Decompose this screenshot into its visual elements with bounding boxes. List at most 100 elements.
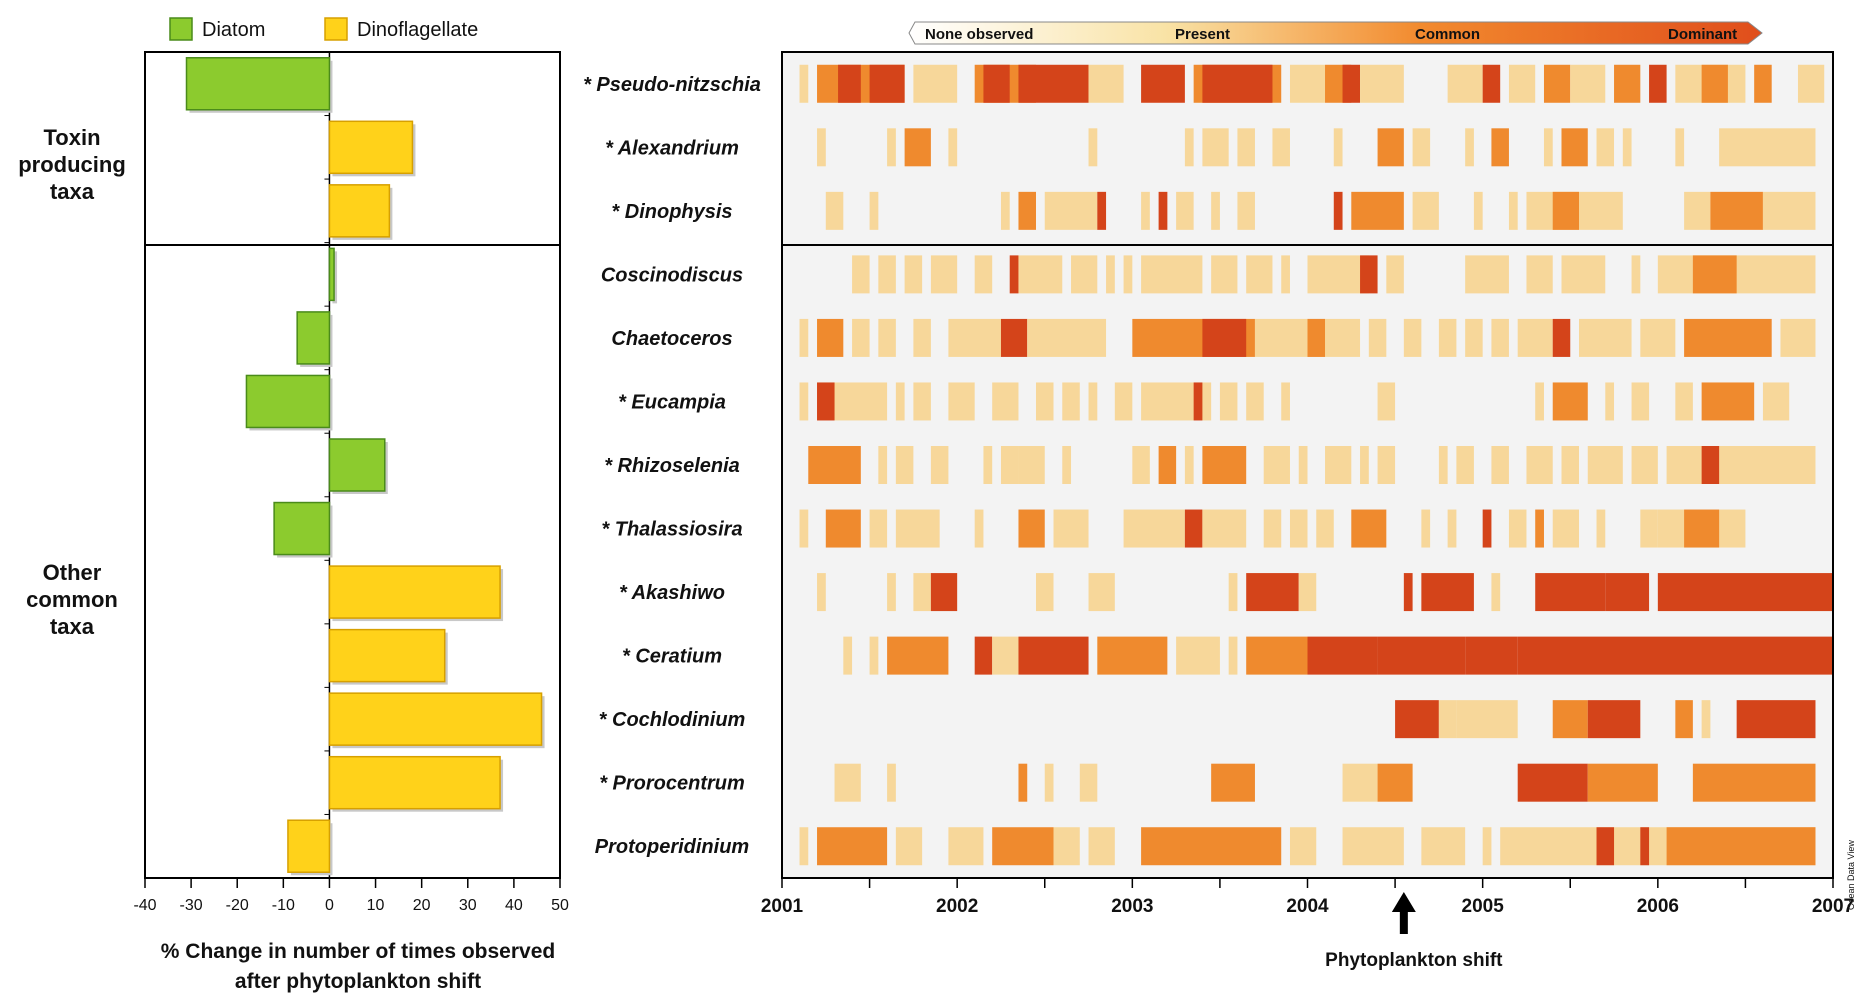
abundance-segment <box>1710 191 1763 230</box>
abundance-segment <box>834 763 861 802</box>
abundance-segment <box>1184 128 1194 167</box>
bar <box>273 501 331 556</box>
abundance-segment <box>817 827 888 866</box>
abundance-segment <box>1132 446 1150 484</box>
bar-x-tick-label: 50 <box>551 897 569 914</box>
abundance-segment <box>1088 128 1098 167</box>
abundance-segment <box>1158 446 1177 484</box>
abundance-segment <box>1263 446 1290 484</box>
bar-chart-frame <box>144 51 561 879</box>
abundance-segment <box>1351 509 1387 548</box>
heatmap-row <box>799 509 1746 548</box>
taxon-label: * Dinophysis <box>611 201 732 223</box>
abundance-segment <box>983 64 1010 103</box>
abundance-segment <box>1684 191 1711 230</box>
abundance-segment <box>1754 64 1772 103</box>
abundance-segment <box>1123 255 1133 294</box>
abundance-segment <box>1035 382 1054 421</box>
abundance-segment <box>1465 318 1483 357</box>
abundance-segment <box>1526 446 1553 484</box>
abundance-segment <box>1482 827 1492 866</box>
abundance-segment <box>1692 763 1816 802</box>
abundance-segment <box>983 446 993 484</box>
abundance-segment <box>808 446 861 484</box>
scale-label-present: Present <box>1175 26 1230 43</box>
taxon-label: Chaetoceros <box>611 328 732 350</box>
abundance-segment <box>878 318 896 357</box>
abundance-segment <box>1298 446 1308 484</box>
abundance-segment <box>1062 446 1072 484</box>
abundance-segment <box>799 509 809 548</box>
phytoplankton-shift-marker: Phytoplankton shift <box>1325 892 1503 971</box>
abundance-segment <box>1027 318 1107 357</box>
abundance-heatmap: 2001 2002 2003 2004 2005 2006 2007 Phytoplankt… <box>761 51 1856 971</box>
abundance-segment <box>1552 318 1571 357</box>
heatmap-year-label: 2007 <box>1812 896 1854 917</box>
abundance-segment <box>1246 636 1308 675</box>
abundance-segment <box>1797 64 1825 103</box>
abundance-segment <box>1491 446 1509 484</box>
abundance-segment <box>1587 446 1623 484</box>
abundance-segment <box>1228 636 1238 675</box>
abundance-segment <box>1736 700 1816 739</box>
abundance-segment <box>1176 636 1220 675</box>
taxon-label: * Alexandrium <box>605 137 739 159</box>
bar-x-tick-label: -20 <box>226 897 249 914</box>
abundance-segment <box>1491 318 1509 357</box>
abundance-segment <box>1228 573 1238 612</box>
bar-x-tick-label: 20 <box>413 897 431 914</box>
abundance-segment <box>1141 827 1282 866</box>
abundance-segment <box>1018 509 1045 548</box>
bar-x-tick-label: 10 <box>367 897 385 914</box>
abundance-segment <box>974 255 993 294</box>
bar <box>328 120 414 175</box>
abundance-segment <box>1587 763 1658 802</box>
abundance-segment <box>895 446 914 484</box>
abundance-segment <box>1570 64 1606 103</box>
abundance-segment <box>913 318 931 357</box>
abundance-segment <box>1579 318 1632 357</box>
abundance-segment <box>1473 191 1483 230</box>
heatmap-row <box>799 382 1790 421</box>
heatmap-row <box>825 191 1816 230</box>
abundance-segment <box>1246 382 1264 421</box>
abundance-segment <box>1465 128 1474 167</box>
abundance-segment <box>1552 382 1588 421</box>
abundance-segment <box>1438 700 1457 739</box>
abundance-segment <box>1543 64 1571 103</box>
abundance-segment <box>1535 509 1544 548</box>
abundance-segment <box>1018 191 1036 230</box>
heatmap-year-label: 2005 <box>1462 896 1505 917</box>
heatmap-row <box>808 446 1816 484</box>
abundance-segment <box>1701 446 1720 484</box>
abundance-segment <box>1202 318 1247 357</box>
abundance-segment <box>1176 191 1194 230</box>
abundance-segment <box>1535 382 1544 421</box>
heatmap-row <box>799 318 1816 357</box>
abundance-segment <box>1289 827 1317 866</box>
abundance-segment <box>1342 827 1404 866</box>
abundance-segment <box>895 382 905 421</box>
abundance-segment <box>1421 573 1474 612</box>
taxon-label: * Pseudo-nitzschia <box>583 74 761 96</box>
abundance-segment <box>1325 446 1352 484</box>
toxin-group-label: Toxin producing taxa <box>18 125 126 204</box>
taxon-label: * Cochlodinium <box>599 709 746 731</box>
abundance-segment <box>1088 64 1124 103</box>
abundance-segment <box>1561 128 1588 167</box>
bar-x-tick-label: -30 <box>180 897 203 914</box>
abundance-segment <box>948 382 975 421</box>
abundance-segment <box>1631 255 1641 294</box>
abundance-segment <box>1351 191 1404 230</box>
abundance-segment <box>1097 191 1107 230</box>
abundance-segment <box>1088 573 1115 612</box>
heatmap-row <box>817 573 1833 612</box>
abundance-segment <box>1386 255 1404 294</box>
scale-label-none: None observed <box>925 26 1033 43</box>
abundance-segment <box>1097 636 1168 675</box>
bar-x-tick-label: 30 <box>459 897 477 914</box>
dinoflagellate-legend-swatch <box>324 17 348 41</box>
heatmap-row <box>834 763 1816 802</box>
abundance-segment <box>817 128 826 167</box>
bar-x-axis-title-line-1: % Change in number of times observed <box>161 940 555 963</box>
